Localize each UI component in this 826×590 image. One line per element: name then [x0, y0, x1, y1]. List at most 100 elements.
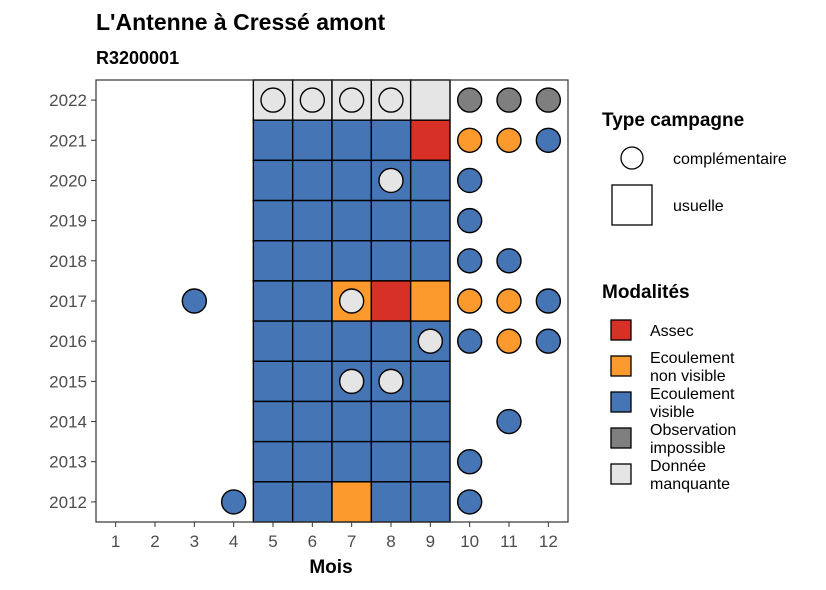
tile-2018-8	[370, 240, 412, 282]
tile-2013-6	[291, 440, 333, 483]
legend-key-assec	[610, 319, 632, 341]
legend-campaign-type: Type campagne complémentaire usuelle	[602, 110, 787, 226]
tile-2016-7	[331, 320, 373, 362]
tile-2019-7	[331, 199, 373, 242]
legend-label-usuelle: usuelle	[673, 198, 724, 215]
chart-subtitle: R3200001	[96, 48, 179, 68]
tile-2015-5	[252, 360, 294, 403]
legend-label-complementaire: complémentaire	[673, 151, 787, 168]
point-2016-12	[535, 328, 562, 354]
tile-2017-8	[370, 280, 412, 322]
y-tick-label-2021: 2021	[49, 131, 87, 150]
tile-2013-8	[370, 440, 412, 483]
legend-key-nonvis	[610, 355, 632, 377]
legend-label-miss: Donnée manquante	[650, 458, 730, 493]
x-axis-title: Mois	[309, 557, 352, 578]
legend-key-miss	[610, 463, 632, 485]
point-2015-7	[338, 368, 365, 395]
point-2022-10	[456, 87, 483, 113]
legend-label-assec: Assec	[650, 323, 694, 340]
point-2022-7	[338, 87, 365, 113]
tile-2021-8	[370, 119, 412, 162]
tile-2014-6	[291, 400, 333, 443]
point-2016-10	[456, 328, 483, 354]
tile-2015-9	[409, 360, 451, 403]
point-2016-9	[417, 328, 444, 354]
tile-2020-7	[331, 159, 373, 202]
point-2013-10	[456, 449, 483, 475]
legend-campaign-title: Type campagne	[602, 110, 744, 131]
point-2017-10	[456, 288, 483, 314]
x-tick-label-3: 3	[190, 532, 199, 551]
plot-area: 1 2 3 4 5 6 7 8 9 10 11 122012201320142015201620172…	[49, 79, 569, 551]
legend-label-obs: Observation impossible	[650, 422, 736, 457]
legend-label-vis: Ecoulement visible	[650, 386, 735, 421]
y-tick-label-2015: 2015	[49, 372, 87, 391]
point-2022-12	[535, 87, 562, 113]
x-tick-label-4: 4	[229, 532, 238, 551]
point-2021-10	[456, 127, 483, 153]
x-tick-label-6: 6	[308, 532, 317, 551]
tile-2012-7	[331, 481, 373, 523]
point-2018-10	[456, 248, 483, 274]
tile-2018-5	[252, 240, 294, 282]
tile-2012-9	[409, 481, 451, 523]
tile-2013-9	[409, 440, 451, 483]
tile-2016-8	[370, 320, 412, 362]
y-tick-label-2022: 2022	[49, 91, 87, 110]
tile-2017-9	[409, 280, 451, 322]
tile-2013-7	[331, 440, 373, 483]
y-tick-label-2017: 2017	[49, 292, 87, 311]
tile-2018-7	[331, 240, 373, 282]
tile-2017-6	[291, 280, 333, 322]
legend-label-nonvis: Ecoulement non visible	[650, 350, 735, 385]
point-2021-12	[535, 127, 562, 153]
y-tick-label-2019: 2019	[49, 212, 87, 231]
point-2022-11	[496, 87, 522, 113]
legend-key-vis	[610, 391, 632, 413]
y-tick-label-2016: 2016	[49, 332, 87, 351]
legend-modalities: Modalités Assec Ecoulement non visibleEcou…	[602, 282, 736, 493]
x-tick-label-10: 10	[460, 532, 479, 551]
tile-2017-5	[252, 280, 294, 322]
point-2021-11	[496, 127, 522, 153]
point-2015-8	[378, 368, 404, 395]
point-2014-11	[496, 408, 522, 435]
x-tick-label-12: 12	[539, 532, 558, 551]
x-tick-label-8: 8	[386, 532, 395, 551]
tile-2021-5	[252, 119, 294, 162]
tile-2012-5	[252, 481, 294, 523]
tile-2014-9	[409, 400, 451, 443]
point-2017-7	[338, 288, 365, 314]
tile-2014-5	[252, 400, 294, 443]
chart-title: L'Antenne à Cressé amont	[96, 9, 386, 35]
y-tick-label-2013: 2013	[49, 453, 87, 472]
point-2019-10	[456, 207, 483, 234]
x-tick-label-7: 7	[347, 532, 356, 551]
point-2017-12	[535, 288, 562, 314]
tile-2019-9	[409, 199, 451, 242]
tile-2013-5	[252, 440, 294, 483]
tile-2022-9	[409, 79, 451, 121]
tile-2012-8	[370, 481, 412, 523]
point-2012-10	[456, 489, 483, 515]
point-2018-11	[496, 248, 522, 274]
tile-2014-7	[331, 400, 373, 443]
point-2017-3	[181, 288, 208, 314]
tile-2021-9	[409, 119, 451, 162]
x-tick-label-5: 5	[268, 532, 277, 551]
point-2022-6	[299, 87, 326, 113]
tile-2016-6	[291, 320, 333, 362]
legend-key-circle	[620, 146, 644, 170]
tile-2018-9	[409, 240, 451, 282]
tile-2020-9	[409, 159, 451, 202]
tile-2012-6	[291, 481, 333, 523]
tile-2020-5	[252, 159, 294, 202]
tile-2021-6	[291, 119, 333, 162]
point-2022-5	[260, 87, 286, 113]
point-2020-8	[378, 167, 404, 194]
tile-2016-5	[252, 320, 294, 362]
tile-2019-8	[370, 199, 412, 242]
point-2020-10	[456, 167, 483, 194]
point-2012-4	[220, 489, 247, 515]
